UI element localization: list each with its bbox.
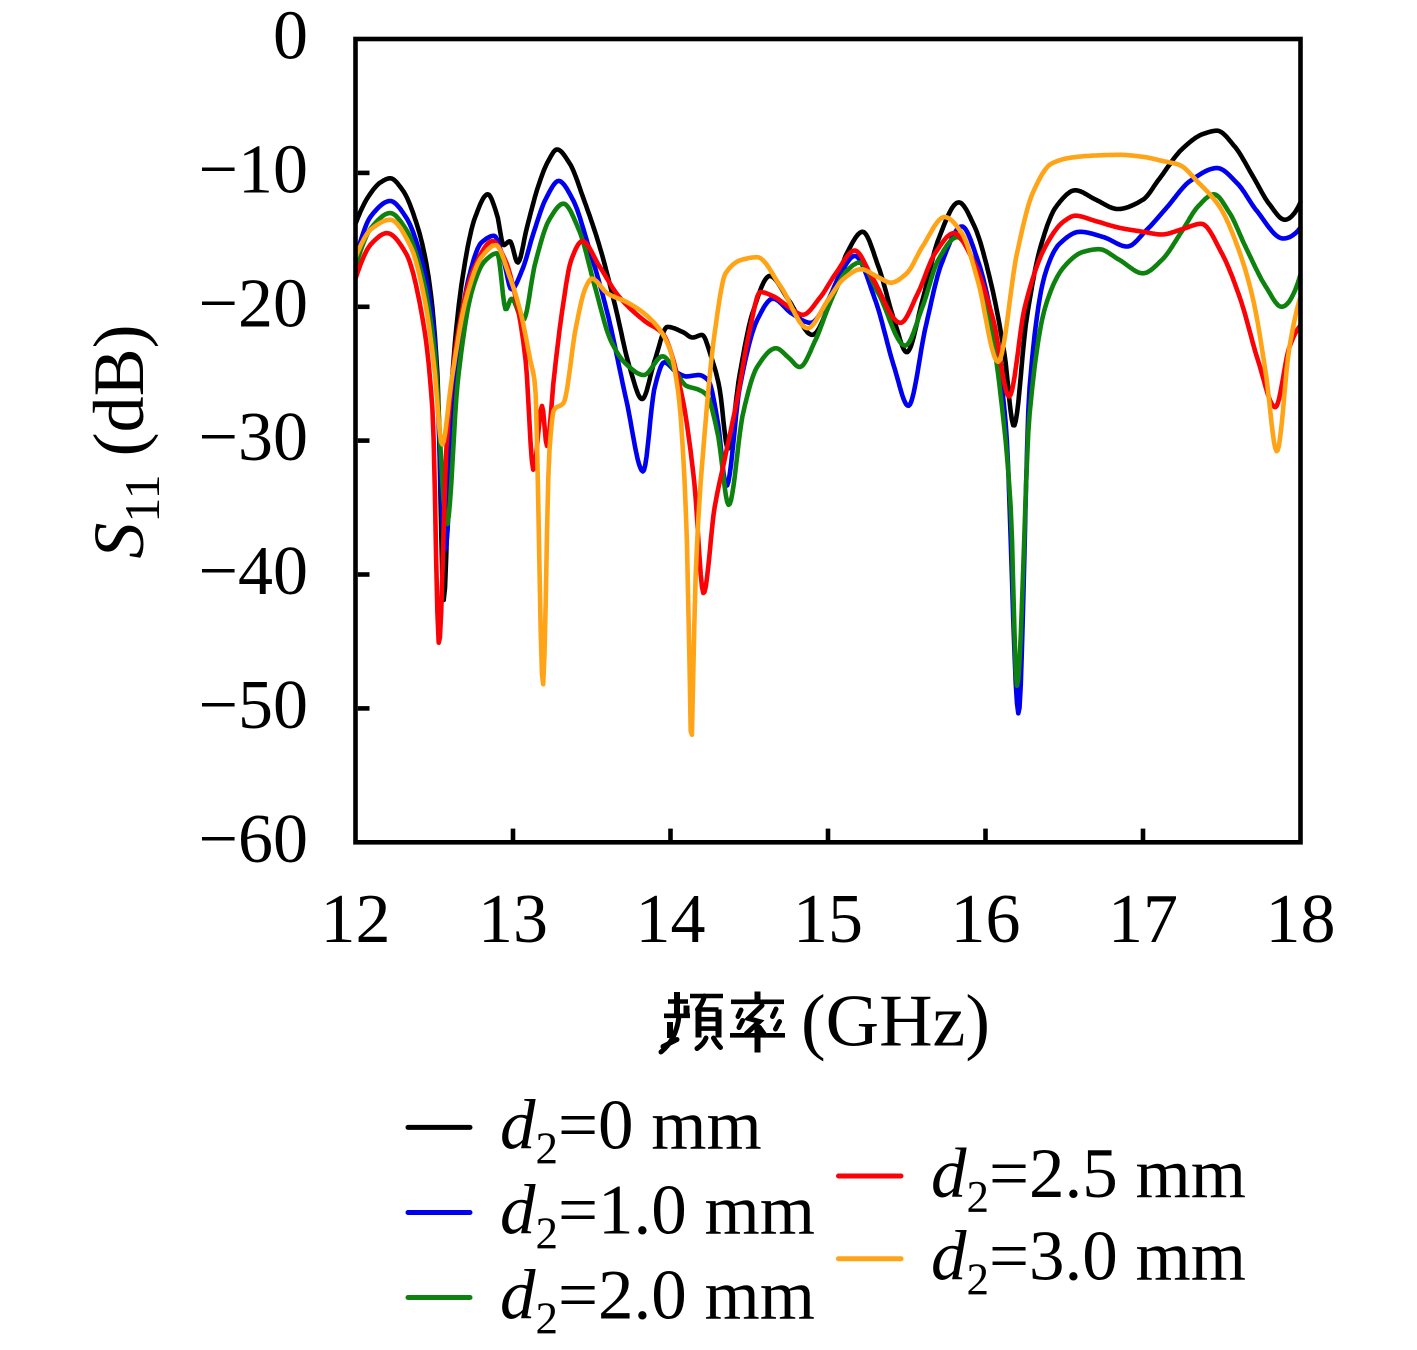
svg-text:15: 15: [793, 881, 863, 958]
svg-text:12: 12: [321, 881, 391, 958]
svg-text:d2=​1.0 mm: d2=​1.0 mm: [500, 1172, 815, 1259]
svg-text:d2=​2.5 mm: d2=​2.5 mm: [931, 1135, 1246, 1222]
svg-text:0: 0: [273, 0, 308, 75]
svg-text:−40: −40: [199, 533, 308, 610]
svg-text:−30: −30: [199, 399, 308, 476]
svg-text:18: 18: [1266, 881, 1336, 958]
svg-text:d2=​2.0 mm: d2=​2.0 mm: [500, 1257, 815, 1344]
svg-text:−10: −10: [199, 131, 308, 208]
svg-text:S11 (dB): S11 (dB): [79, 324, 170, 558]
svg-text:−60: −60: [199, 801, 308, 878]
svg-text:(GHz): (GHz): [801, 981, 990, 1063]
svg-text:17: 17: [1108, 881, 1178, 958]
svg-text:−50: −50: [199, 667, 308, 744]
svg-text:−20: −20: [199, 265, 308, 342]
svg-text:16: 16: [951, 881, 1021, 958]
svg-text:d2=​0 mm: d2=​0 mm: [500, 1086, 762, 1173]
svg-text:14: 14: [636, 881, 706, 958]
svg-text:d2=​3.0 mm: d2=​3.0 mm: [931, 1218, 1246, 1305]
svg-text:13: 13: [478, 881, 548, 958]
